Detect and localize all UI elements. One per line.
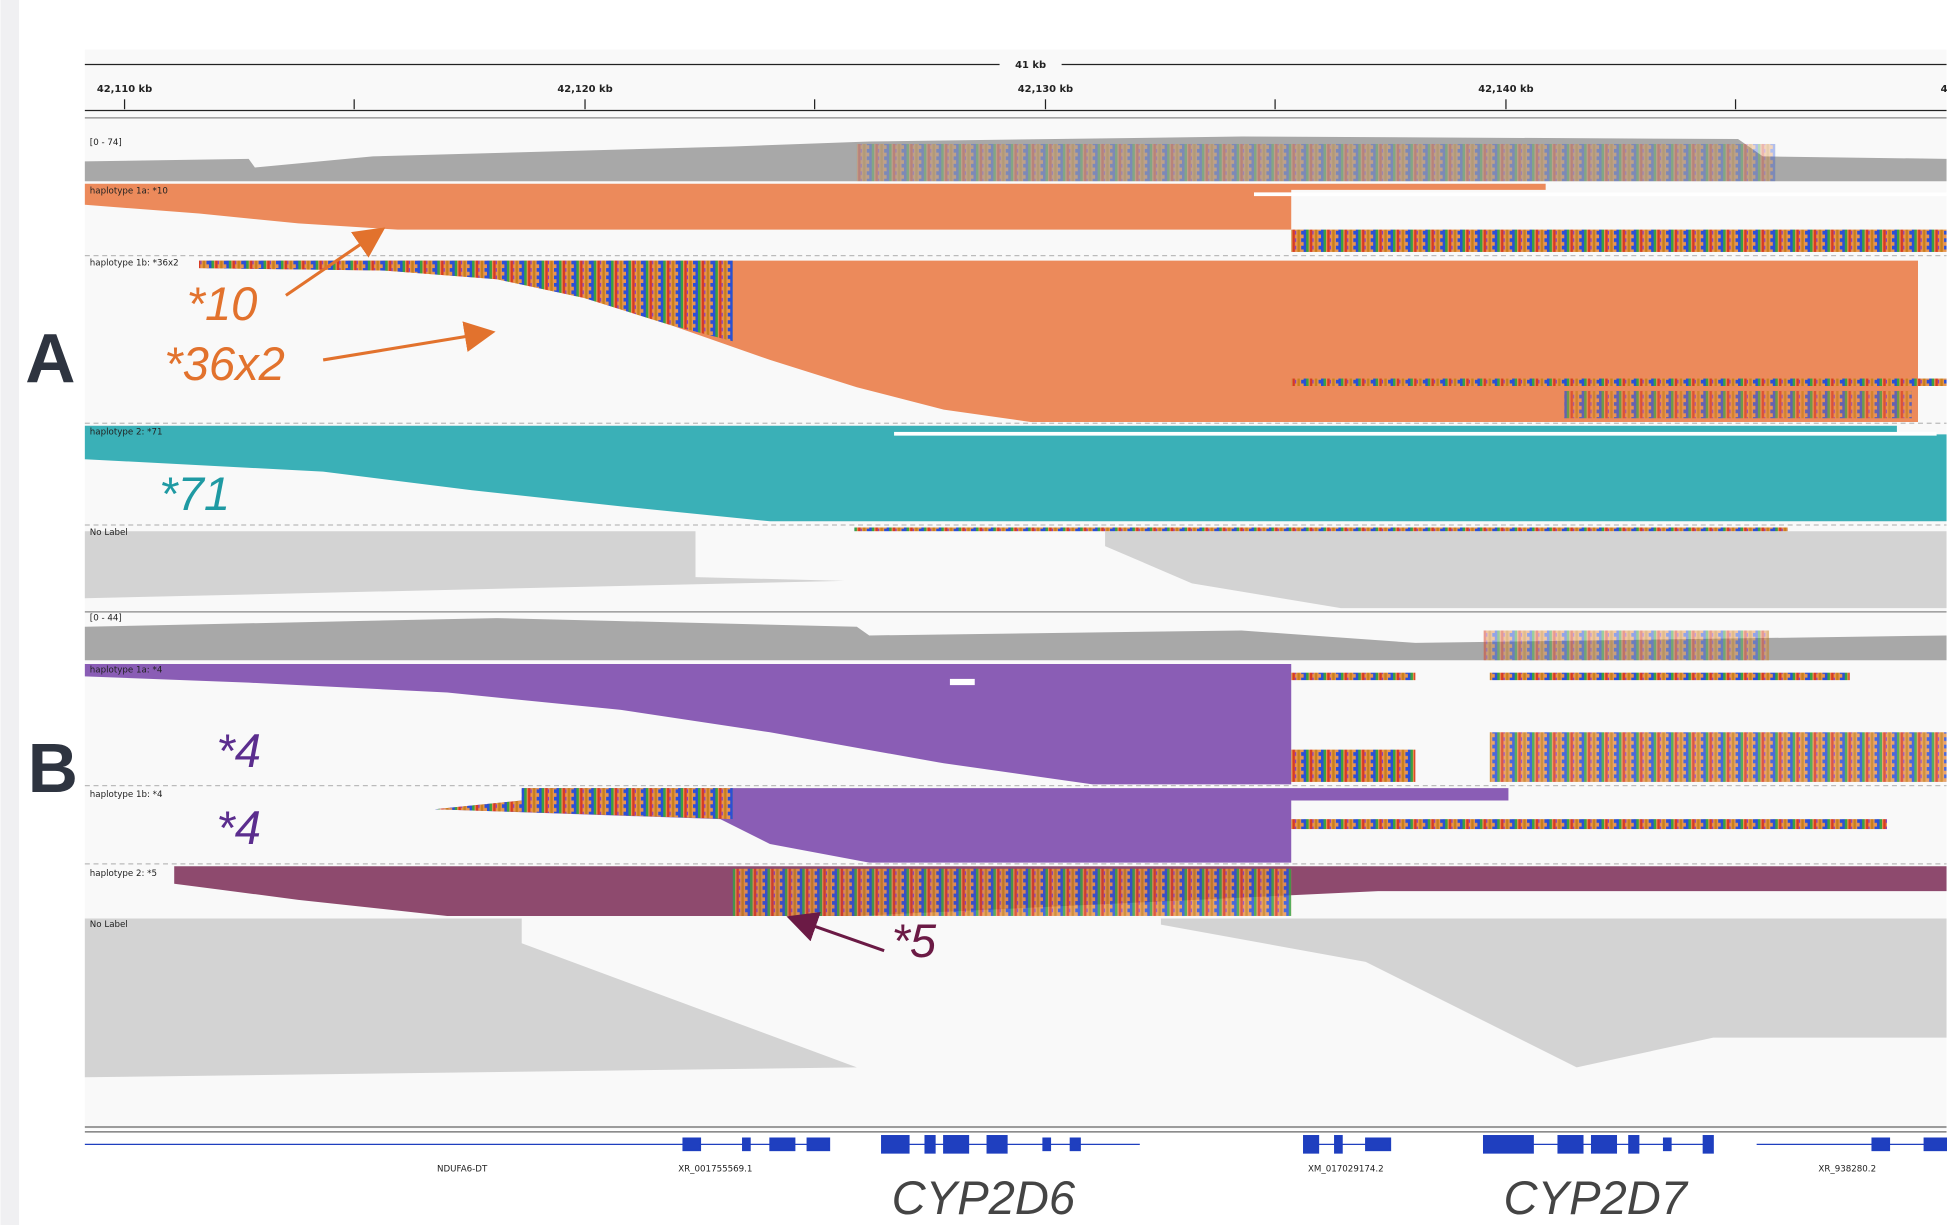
shape: [1872, 1138, 1889, 1150]
coverage-range: [0 - 44]: [90, 614, 122, 624]
shape: [987, 1136, 1007, 1153]
track-label: haplotype 1b: *36x2: [90, 259, 179, 269]
shape: [1335, 1136, 1342, 1153]
gene-label: NDUFA6-DT: [437, 1165, 488, 1175]
shape: [1484, 1136, 1534, 1153]
allele-annotation: *4: [216, 724, 261, 777]
shape: [683, 1138, 700, 1150]
read-gap: [950, 679, 975, 685]
coverage-variants: [1484, 630, 1769, 660]
shape: [1629, 1136, 1639, 1153]
variant-reads: [1291, 230, 1946, 252]
variant-reads: [1564, 391, 1912, 418]
variant-reads: [1490, 673, 1850, 680]
shape: [1664, 1138, 1671, 1150]
ruler-tick-label: 42,140 kb: [1478, 84, 1533, 95]
shape: [925, 1136, 935, 1153]
gene-callout: CYP2D6: [892, 1171, 1076, 1224]
shape: [770, 1138, 795, 1150]
track-label: haplotype 2: *71: [90, 427, 163, 437]
track-label: No Label: [90, 528, 128, 538]
coverage-range: [0 - 74]: [90, 138, 122, 148]
ruler-tick-label: 42,130 kb: [1018, 84, 1073, 95]
shape: [944, 1136, 969, 1153]
allele-annotation: *4: [216, 801, 261, 854]
variant-reads: [854, 527, 1787, 531]
side-strip: [0, 0, 19, 1225]
coverage-variants: [857, 144, 1775, 181]
variant-reads: [733, 869, 1292, 916]
panel-letter: B: [28, 729, 78, 807]
variant-reads: [1490, 732, 1947, 782]
variant-reads: [1291, 750, 1415, 782]
variant-reads: [1291, 379, 1946, 386]
gene-label: XR_001755569.1: [678, 1165, 752, 1175]
shape: [1558, 1136, 1583, 1153]
ruler-tick-label: 4: [1941, 84, 1947, 95]
shape: [1043, 1138, 1050, 1150]
allele-annotation: *36x2: [164, 337, 285, 390]
variant-reads: [1291, 673, 1415, 680]
track-label: haplotype 1b: *4: [90, 790, 163, 800]
track-label: haplotype 2: *5: [90, 869, 157, 879]
ruler-span: 41 kb: [1015, 60, 1046, 71]
panel-letter: A: [25, 319, 75, 397]
shape: [743, 1138, 750, 1150]
gene-callout: CYP2D7: [1504, 1171, 1689, 1224]
allele-annotation: *10: [187, 277, 258, 330]
gene-label: XM_017029174.2: [1308, 1165, 1384, 1175]
shape: [1703, 1136, 1713, 1153]
shape: [1592, 1136, 1617, 1153]
shape: [882, 1136, 909, 1153]
variant-reads: [1291, 819, 1887, 829]
track-label: No Label: [90, 920, 128, 930]
ruler-tick-label: 42,120 kb: [557, 84, 612, 95]
igv-screenshot: 41 kb 42,110 kb 42,120 kb 42,130 kb 42,1…: [0, 0, 1947, 1225]
read-gap: [1254, 192, 1947, 196]
shape: [1924, 1138, 1946, 1150]
shape: [1304, 1136, 1319, 1153]
allele-annotation: *71: [159, 467, 230, 520]
allele-annotation: *5: [892, 914, 937, 967]
ruler-tick-label: 42,110 kb: [97, 84, 152, 95]
gene-label: XR_938280.2: [1818, 1165, 1876, 1175]
track-label: haplotype 1a: *4: [90, 666, 163, 676]
shape: [1070, 1138, 1080, 1150]
shape: [807, 1138, 829, 1150]
read-gap: [894, 432, 1937, 436]
track-label: haplotype 1a: *10: [90, 187, 168, 197]
shape: [1366, 1138, 1391, 1150]
